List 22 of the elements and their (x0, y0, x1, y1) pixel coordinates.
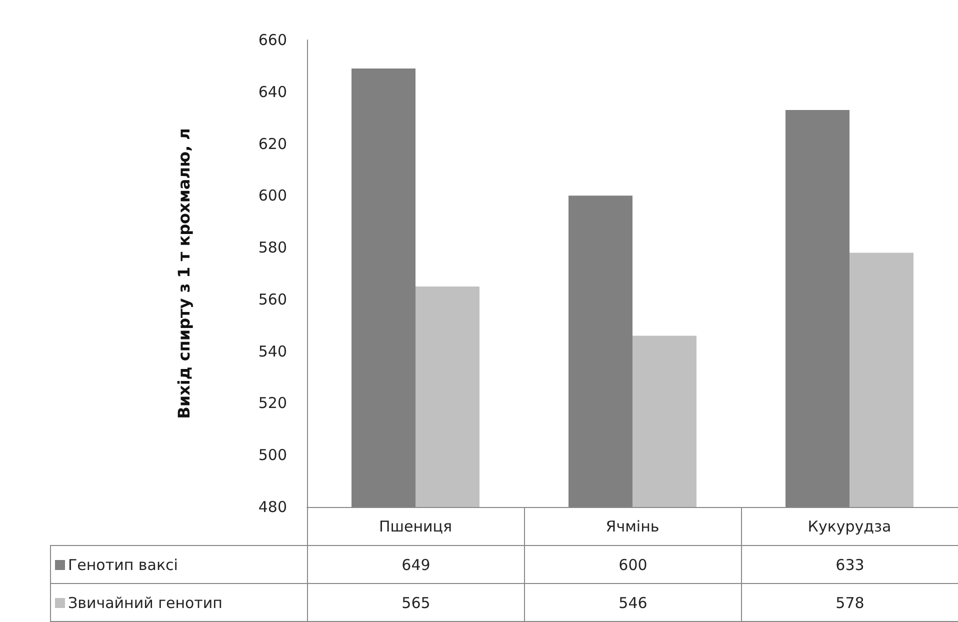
y-tick-label: 620 (258, 134, 287, 153)
y-tick-label: 520 (258, 394, 287, 412)
data-label: 565 (307, 583, 525, 622)
legend-label: Звичайний генотип (68, 594, 222, 612)
legend-label: Генотип ваксі (68, 556, 178, 574)
y-tick-label: 660 (258, 31, 287, 49)
data-label: 546 (524, 583, 742, 622)
y-axis-title: Вихід спирту з 1 т крохмалю, л (174, 128, 194, 419)
data-label: 649 (307, 545, 525, 584)
y-tick-label: 640 (258, 82, 287, 101)
x-tick-label: Пшениця (378, 518, 452, 536)
y-tick-label: 580 (258, 238, 287, 257)
y-tick-label: 540 (258, 342, 287, 360)
data-label: 600 (524, 545, 742, 584)
x-tick-label: Кукурудза (808, 518, 892, 536)
y-tick-label: 480 (258, 498, 287, 516)
y-tick-label: 600 (258, 186, 287, 205)
data-label: 633 (741, 545, 958, 584)
y-tick-label: 560 (258, 290, 287, 308)
x-tick-label: Ячмінь (606, 518, 660, 536)
y-tick-label: 500 (258, 446, 287, 464)
data-label: 578 (741, 583, 958, 622)
